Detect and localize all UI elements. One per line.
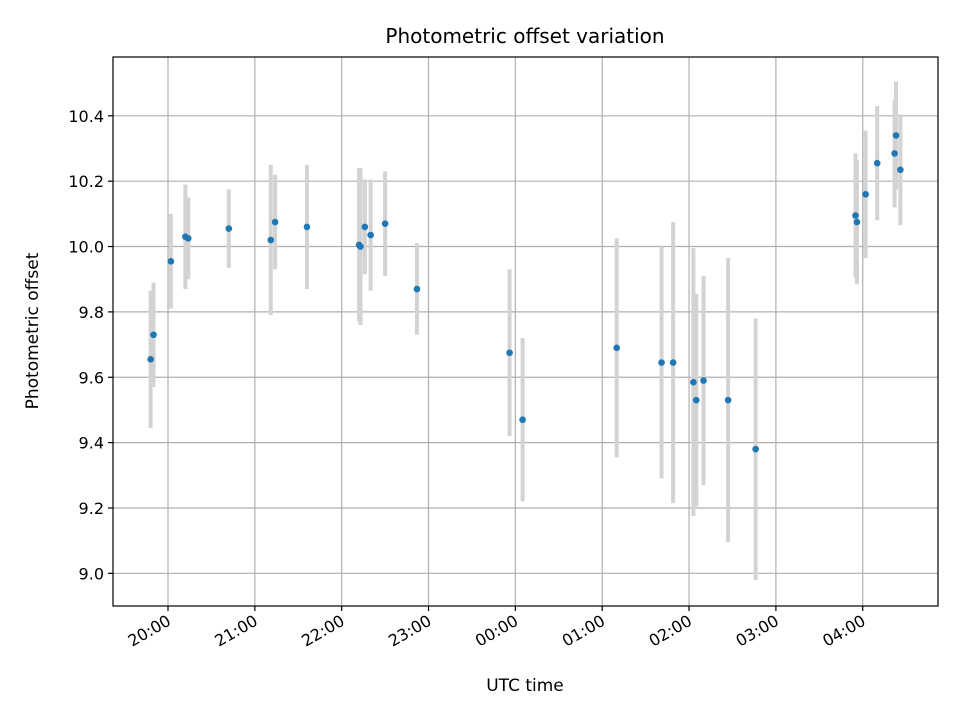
data-point	[267, 236, 275, 244]
data-point	[873, 159, 881, 167]
data-point	[690, 378, 697, 386]
data-point	[361, 223, 369, 231]
data-point	[892, 132, 900, 139]
y-tick-label: 9.8	[79, 303, 104, 322]
data-point	[852, 212, 859, 219]
y-tick-label: 9.6	[79, 368, 104, 387]
data-point	[150, 331, 157, 339]
y-tick-label: 10.2	[68, 172, 104, 191]
data-point	[184, 235, 192, 242]
data-point	[357, 243, 364, 250]
data-point	[303, 223, 311, 231]
data-point	[853, 218, 861, 226]
data-point	[692, 396, 700, 404]
y-axis-label: Photometric offset	[23, 252, 43, 409]
data-point	[752, 445, 759, 453]
data-point	[506, 349, 513, 357]
data-point	[897, 166, 904, 174]
data-point	[271, 218, 279, 226]
y-tick-label: 9.2	[79, 499, 104, 518]
data-point	[658, 359, 665, 366]
y-tick-label: 10.4	[68, 107, 104, 126]
data-point	[700, 377, 707, 384]
data-point	[891, 150, 898, 157]
data-point	[225, 225, 233, 232]
y-tick-label: 9.0	[79, 564, 104, 583]
data-point	[724, 396, 732, 404]
x-axis-label: UTC time	[486, 676, 564, 696]
data-point	[519, 416, 526, 424]
data-point	[413, 285, 421, 293]
data-point	[381, 220, 389, 227]
data-points	[147, 132, 904, 453]
data-point	[167, 257, 175, 265]
data-point	[367, 231, 374, 239]
data-point	[613, 344, 620, 352]
grid-lines	[113, 57, 938, 606]
data-point	[147, 355, 154, 363]
y-tick-label: 10.0	[68, 238, 104, 257]
y-axis-ticks: 9.0 9.2 9.4 9.6 9.8 10.0 10.2 10.4	[68, 107, 113, 583]
y-tick-label: 9.4	[79, 434, 104, 453]
data-point	[669, 359, 677, 366]
data-point	[862, 190, 869, 198]
chart-title: Photometric offset variation	[385, 24, 664, 48]
plot-area-frame	[112, 56, 939, 607]
